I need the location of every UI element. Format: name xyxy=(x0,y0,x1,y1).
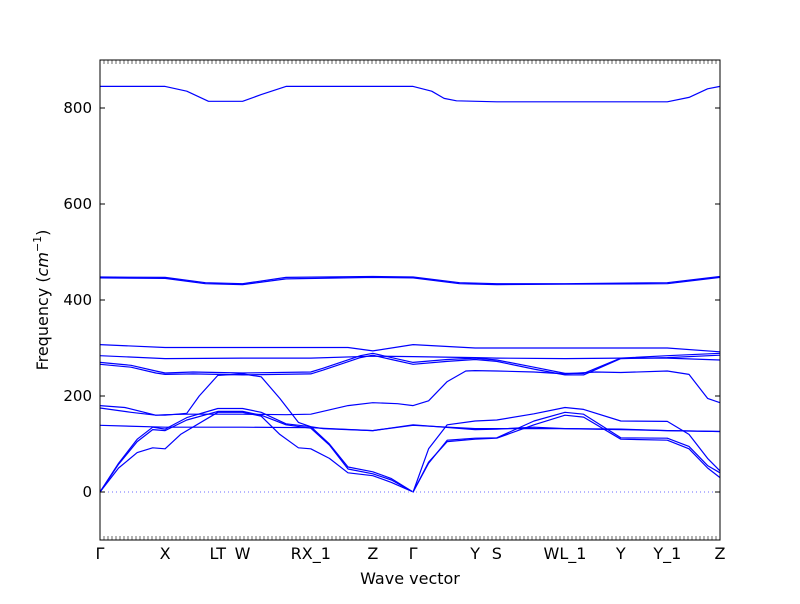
phonon-branch-9 xyxy=(99,370,721,416)
phonon-branch-12 xyxy=(99,410,721,493)
x-tick-label: Y xyxy=(469,544,480,563)
x-tick-label: Z xyxy=(367,544,378,563)
y-tick-label: 600 xyxy=(63,195,92,213)
x-tick-label: X xyxy=(160,544,171,563)
x-axis-label: Wave vector xyxy=(360,569,460,588)
x-tick-label: RX_1 xyxy=(291,544,331,564)
x-tick-label: Y xyxy=(615,544,626,563)
y-tick-label: 200 xyxy=(63,387,92,405)
y-tick-label: 0 xyxy=(82,483,92,501)
phonon-branch-1 xyxy=(100,85,721,103)
x-tick-label: S xyxy=(492,544,502,563)
x-axis-ticks: Γ X LT W RX_1 Z Γ Y S WL_1 Y Y_1 Z xyxy=(96,60,726,564)
phonon-branch-4 xyxy=(99,344,721,353)
phonon-branch-7 xyxy=(99,354,721,376)
y-axis-label-text: Frequency xyxy=(33,288,52,371)
y-axis-label-close: ) xyxy=(33,230,52,236)
phonon-branch-10 xyxy=(99,424,721,433)
x-tick-label: Y_1 xyxy=(652,544,681,564)
x-tick-label: Γ xyxy=(409,544,418,563)
y-tick-label: 800 xyxy=(63,99,92,117)
y-axis-label-unit-exponent: −1 xyxy=(31,236,44,252)
y-axis-label: Frequency (cm−1) xyxy=(31,230,52,371)
y-axis-ticks: 0 200 400 600 800 xyxy=(63,99,720,501)
plot-frame xyxy=(99,59,721,541)
phonon-branch-13 xyxy=(99,411,721,493)
phonon-branch-8 xyxy=(99,373,721,433)
y-axis-label-unit: cm xyxy=(33,252,52,276)
phonon-branch-11 xyxy=(99,406,721,493)
x-tick-label: WL_1 xyxy=(544,544,587,564)
x-tick-label: W xyxy=(235,544,251,563)
y-axis-label-open: ( xyxy=(33,276,52,287)
x-tick-label: LT xyxy=(210,544,227,563)
x-tick-label: Z xyxy=(715,544,726,563)
x-tick-label: Γ xyxy=(96,544,105,563)
phonon-branch-3 xyxy=(99,276,721,286)
dispersion-lines xyxy=(99,85,721,493)
y-tick-label: 400 xyxy=(63,291,92,309)
